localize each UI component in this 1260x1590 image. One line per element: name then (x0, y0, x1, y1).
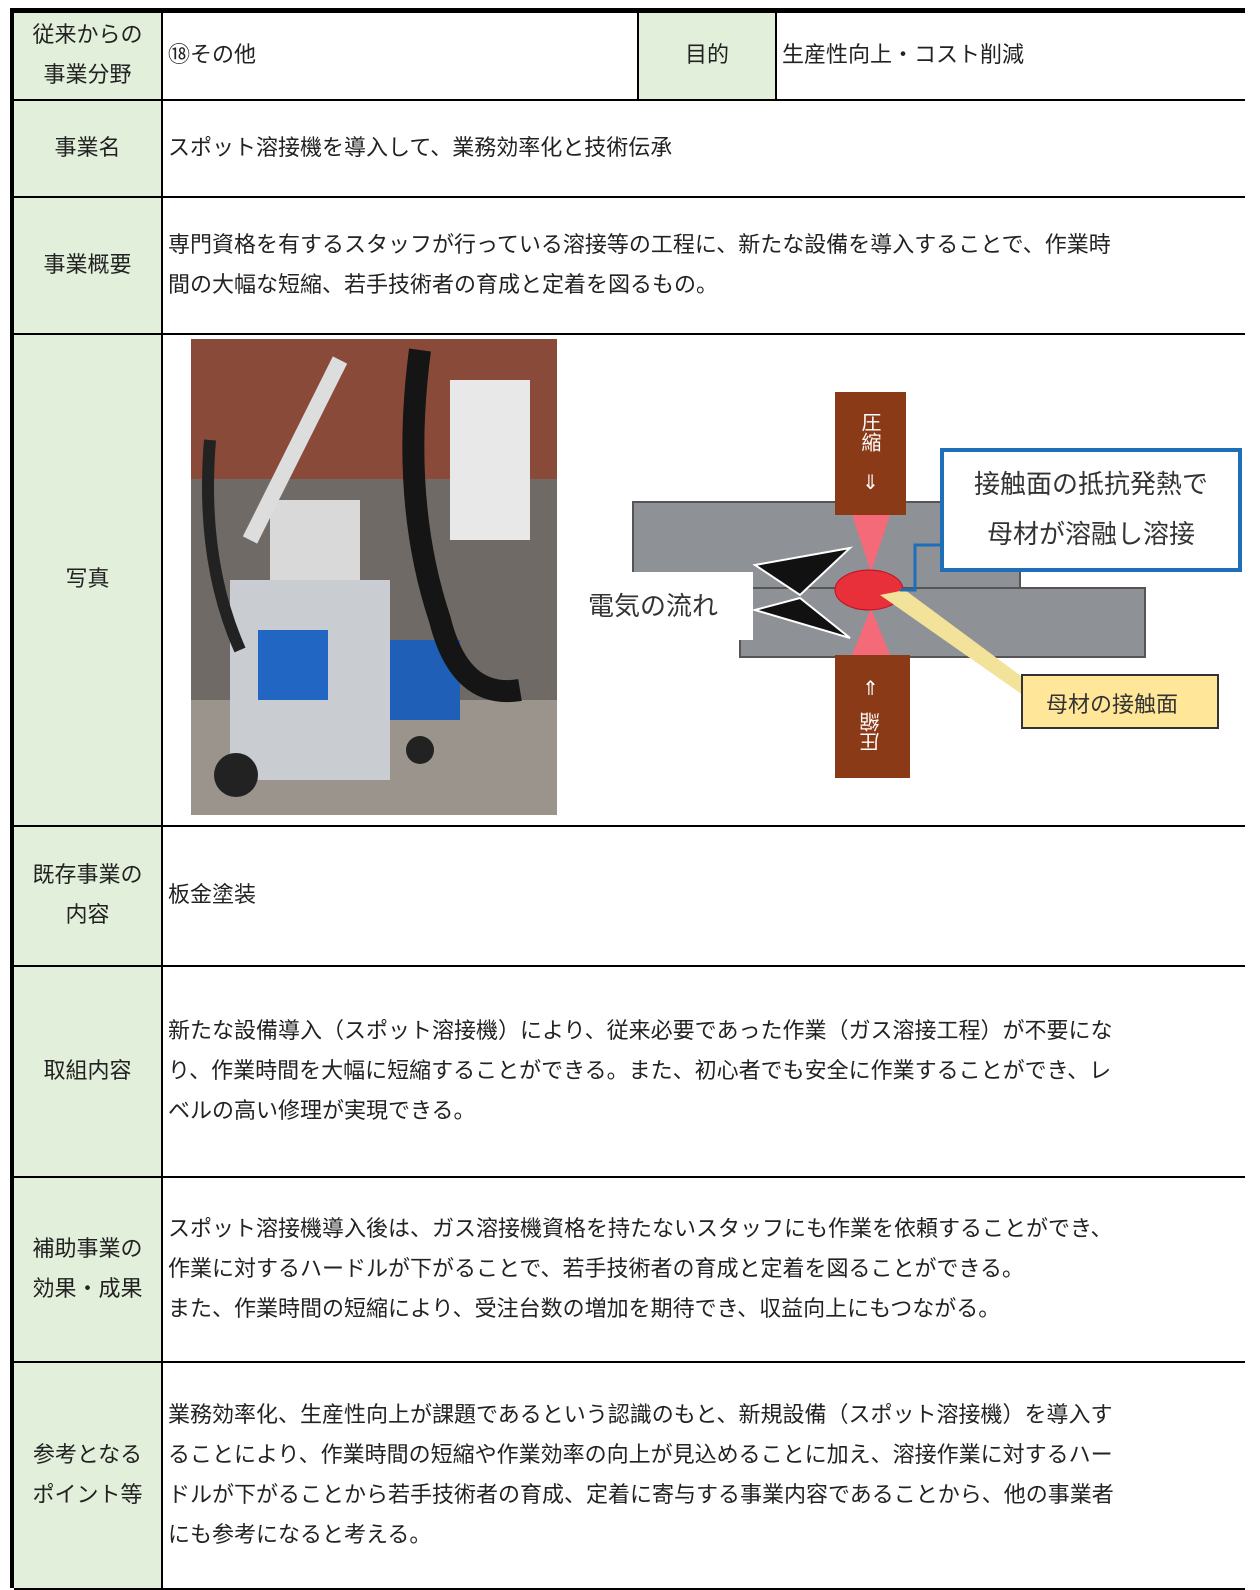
text-block: 事業名 (54, 129, 120, 169)
contact-label: 母材の接触面 (1046, 693, 1179, 718)
text-line: 新たな設備導入（スポット溶接機）により、従来必要であった作業（ガス溶接工程）が不… (168, 1018, 1113, 1044)
current-label: 電気の流れ (588, 592, 719, 622)
text-line: 写真 (65, 567, 110, 592)
text-block: 従来からの 事業分野 (32, 16, 142, 96)
text-line: 接触面の抵抗発熱で (973, 470, 1208, 500)
row-label: 既存事業の 内容 (14, 827, 163, 967)
text-line: 事業概要 (43, 252, 132, 278)
text-line: り、作業時間を大幅に短縮することができる。また、初心者でも安全に作業することがで… (168, 1058, 1112, 1084)
bottom-arrow: ⇑ (862, 676, 879, 700)
text-line: 内容 (65, 903, 110, 928)
text-line: 母材が溶融し溶接 (986, 520, 1195, 550)
border-top (10, 8, 1245, 13)
row-content: スポット溶接機導入後は、ガス溶接機資格を持たないスタッフにも作業を依頼することが… (163, 1178, 1245, 1363)
row-label: 従来からの 事業分野 (14, 13, 163, 101)
bottom-label: 圧縮 (859, 712, 883, 752)
text-block: 参考となるポイント等 (32, 1436, 142, 1516)
text-block: 専門資格を有するスタッフが行っている溶接等の工程に、新たな設備を導入することで、… (168, 226, 1111, 306)
row-label: 取組内容 (14, 967, 163, 1178)
text-line: また、作業時間の短縮により、受注台数の増加を期待でき、収益向上にもつながる。 (168, 1296, 1001, 1322)
text-block: スポット溶接機を導入して、業務効率化と技術伝承 (168, 129, 672, 169)
text-line: 業務効率化、生産性向上が課題であるという認識のもと、新規設備（スポット溶接機）を… (168, 1402, 1113, 1428)
purpose-label: 目的 (637, 13, 777, 101)
row-label: 補助事業の効果・成果 (14, 1178, 163, 1363)
text-block: 板金塗装 (168, 876, 256, 916)
text-line: 既存事業の (32, 863, 143, 888)
row-content: 専門資格を有するスタッフが行っている溶接等の工程に、新たな設備を導入することで、… (163, 198, 1245, 335)
row-content: ⑱その他 (163, 13, 637, 101)
text-line: ドルが下がることから若手技術者の育成、定着に寄与する事業内容であることから、他の… (168, 1482, 1114, 1508)
callout: 接触面の抵抗発熱で 母材が溶融し溶接 (945, 460, 1237, 560)
text-line: スポット溶接機導入後は、ガス溶接機資格を持たないスタッフにも作業を依頼することが… (168, 1216, 1113, 1242)
text-line: にも参考になると考える。 (168, 1522, 432, 1548)
text-block: 補助事業の効果・成果 (32, 1230, 142, 1310)
text-line: 間の大幅な短縮、若手技術者の育成と定着を図るもの。 (168, 272, 719, 298)
weld-diagram (585, 392, 1242, 778)
row-content: 新たな設備導入（スポット溶接機）により、従来必要であった作業（ガス溶接工程）が不… (163, 967, 1245, 1178)
row-label: 写真 (14, 335, 163, 827)
text-line: 補助事業の (32, 1236, 143, 1262)
text-block: 新たな設備導入（スポット溶接機）により、従来必要であった作業（ガス溶接工程）が不… (168, 1012, 1112, 1132)
text-line: 事業名 (54, 135, 121, 161)
border-left (10, 8, 15, 1588)
text-block: 既存事業の 内容 (32, 856, 142, 936)
text-line: ⑱その他 (168, 43, 257, 68)
text-block: 事業概要 (43, 246, 131, 286)
text-line: ることにより、作業時間の短縮や作業効率の向上が見込めることに加え、溶接作業に対す… (168, 1442, 1113, 1468)
top-label: 圧縮 (858, 412, 882, 452)
text-block: 業務効率化、生産性向上が課題であるという認識のもと、新規設備（スポット溶接機）を… (168, 1396, 1114, 1556)
text-line: 専門資格を有するスタッフが行っている溶接等の工程に、新たな設備を導入することで、… (168, 232, 1111, 258)
text-line: 参考となる (32, 1442, 143, 1468)
text-line: 従来からの (32, 23, 143, 48)
row-content (163, 335, 1245, 827)
row-content: 板金塗装 (163, 827, 1245, 967)
text-line: 取組内容 (43, 1058, 132, 1084)
text-block: スポット溶接機導入後は、ガス溶接機資格を持たないスタッフにも作業を依頼することが… (168, 1210, 1112, 1330)
photo (191, 339, 557, 815)
text-line: 作業に対するハードルが下がることで、若手技術者の育成と定着を図ることができる。 (168, 1256, 1025, 1282)
purpose-value: 生産性向上・コスト削減 (777, 13, 1245, 101)
text-block: ⑱その他 (168, 36, 256, 76)
text-line: 板金塗装 (168, 883, 257, 908)
row-label: 事業名 (14, 101, 163, 198)
text-line: スポット溶接機を導入して、業務効率化と技術伝承 (168, 135, 673, 161)
row-content: スポット溶接機を導入して、業務効率化と技術伝承 (163, 101, 1245, 198)
text-line: 効果・成果 (32, 1276, 143, 1302)
text-line: ベルの高い修理が実現できる。 (168, 1098, 476, 1124)
text-line: ポイント等 (32, 1482, 143, 1508)
text-block: 写真 (65, 560, 109, 600)
text-line: 事業分野 (43, 63, 132, 88)
text-block: 取組内容 (43, 1052, 131, 1092)
row-label: 事業概要 (14, 198, 163, 335)
row-label: 参考となるポイント等 (14, 1363, 163, 1590)
top-arrow: ⇓ (862, 470, 879, 494)
